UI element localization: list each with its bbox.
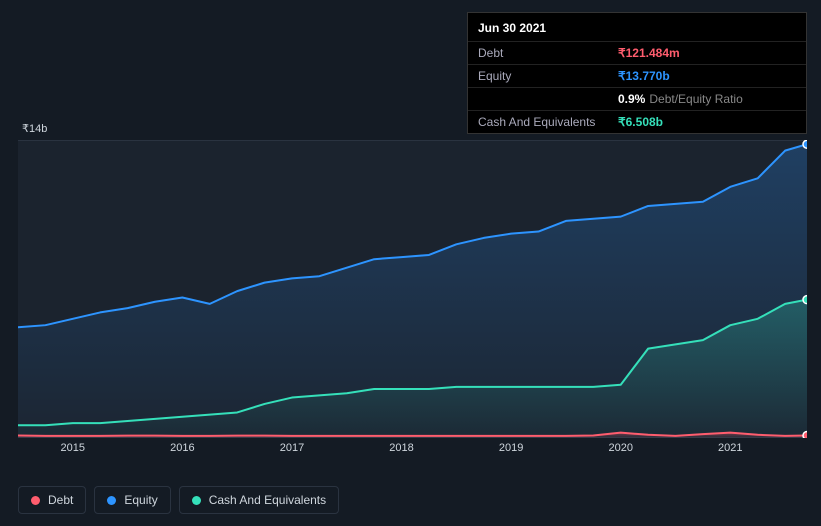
tooltip-row-ratio: 0.9% Debt/Equity Ratio	[468, 87, 806, 110]
tooltip-label: Equity	[478, 69, 618, 83]
xaxis-tick: 2019	[499, 442, 523, 454]
legend-label: Equity	[124, 493, 157, 507]
xaxis: 2015 2016 2017 2018 2019 2020 2021	[18, 442, 807, 462]
legend-item-debt[interactable]: Debt	[18, 486, 86, 514]
plot-surface[interactable]	[18, 140, 807, 438]
tooltip-date: Jun 30 2021	[468, 13, 806, 41]
tooltip-value: ₹13.770b	[618, 69, 670, 83]
yaxis-tick-top: ₹14b	[22, 122, 47, 135]
legend-item-cash[interactable]: Cash And Equivalents	[179, 486, 339, 514]
legend-label: Debt	[48, 493, 73, 507]
tooltip-row-debt: Debt ₹121.484m	[468, 41, 806, 64]
xaxis-tick: 2020	[608, 442, 632, 454]
xaxis-tick: 2017	[280, 442, 304, 454]
xaxis-tick: 2015	[61, 442, 85, 454]
legend-item-equity[interactable]: Equity	[94, 486, 170, 514]
tooltip-value: 0.9%	[618, 92, 645, 106]
chart-tooltip: Jun 30 2021 Debt ₹121.484m Equity ₹13.77…	[467, 12, 807, 134]
legend-label: Cash And Equivalents	[209, 493, 326, 507]
legend: Debt Equity Cash And Equivalents	[18, 486, 339, 514]
tooltip-sublabel: Debt/Equity Ratio	[649, 92, 742, 106]
plot-svg	[18, 140, 807, 438]
chart-root: Jun 30 2021 Debt ₹121.484m Equity ₹13.77…	[0, 0, 821, 526]
tooltip-row-equity: Equity ₹13.770b	[468, 64, 806, 87]
tooltip-value: ₹121.484m	[618, 46, 680, 60]
legend-dot	[107, 496, 116, 505]
xaxis-tick: 2018	[389, 442, 413, 454]
xaxis-tick: 2016	[170, 442, 194, 454]
xaxis-tick: 2021	[718, 442, 742, 454]
legend-dot	[31, 496, 40, 505]
legend-dot	[192, 496, 201, 505]
chart-area: ₹14b ₹0 2015201620172018201920202021	[0, 120, 821, 470]
tooltip-label: Debt	[478, 46, 618, 60]
